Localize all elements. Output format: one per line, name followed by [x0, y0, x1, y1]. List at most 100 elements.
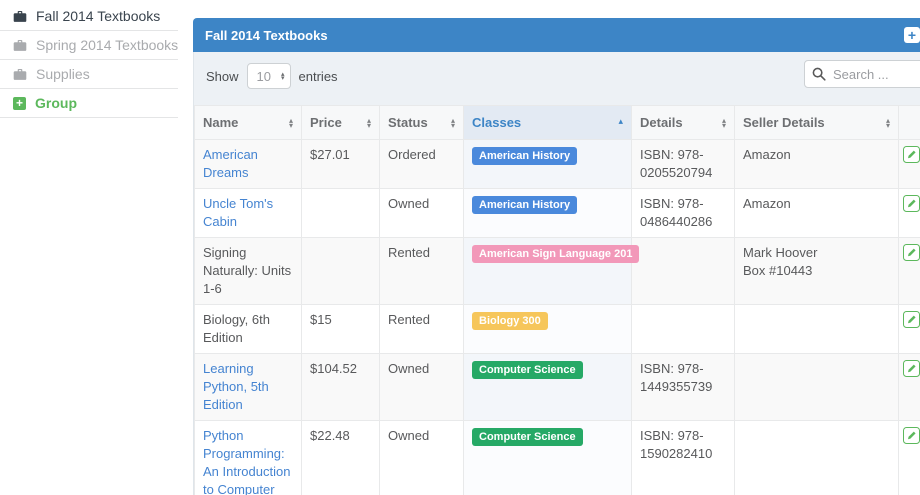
seller-cell: Amazon: [734, 188, 899, 238]
edit-button[interactable]: [903, 146, 920, 166]
table-row: Signing Naturally: Units 1-6 Rented Amer…: [194, 237, 920, 305]
sidebar-item-spring-2014-textbooks[interactable]: + Spring 2014 Textbooks: [0, 31, 178, 60]
textbook-name: Signing Naturally: Units 1-6: [203, 245, 292, 296]
price-cell: $15: [301, 304, 380, 354]
sidebar-item-group[interactable]: + Group: [0, 89, 178, 118]
sidebar-item-label: Supplies: [36, 66, 90, 82]
class-badge: Biology 300: [472, 312, 548, 330]
table-row: Python Programming: An Introduction to C…: [194, 420, 920, 495]
status-cell: Ordered: [379, 139, 464, 189]
table-header-row: Name ▴ ▾ Price ▴ ▾ Status ▴ ▾ Classes ▴ Details ▴ ▾ Se…: [194, 105, 920, 140]
briefcase-icon: [13, 10, 27, 23]
status-cell: Owned: [379, 420, 464, 495]
edit-pencil-icon: [903, 311, 920, 328]
column-header-seller-details[interactable]: Seller Details ▴ ▾: [734, 105, 899, 140]
briefcase-icon: [13, 39, 27, 52]
search-icon: [812, 67, 826, 81]
details-cell: ISBN: 978-1590282410: [631, 420, 735, 495]
textbook-link[interactable]: American Dreams: [203, 147, 258, 180]
edit-button[interactable]: [903, 427, 920, 447]
column-header-price[interactable]: Price ▴ ▾: [301, 105, 380, 140]
class-badge: Computer Science: [472, 428, 583, 446]
details-cell: [631, 237, 735, 305]
sidebar-item-supplies[interactable]: + Supplies: [0, 60, 178, 89]
actions-cell: [898, 237, 920, 305]
class-badge: American History: [472, 196, 578, 214]
textbooks-table: Name ▴ ▾ Price ▴ ▾ Status ▴ ▾ Classes ▴ Details ▴ ▾ Se…: [194, 105, 920, 495]
column-header-details[interactable]: Details ▴ ▾: [631, 105, 735, 140]
plus-square-icon: +: [13, 96, 26, 110]
column-label: Details: [640, 115, 683, 130]
classes-cell: American Sign Language 201: [463, 237, 640, 305]
show-label: Show: [206, 68, 239, 84]
table-row: American Dreams $27.01 Ordered American …: [194, 139, 920, 189]
details-cell: [631, 304, 735, 354]
name-cell: Signing Naturally: Units 1-6: [194, 237, 302, 305]
edit-button[interactable]: [903, 360, 920, 380]
edit-button[interactable]: [903, 311, 920, 331]
price-cell: $104.52: [301, 353, 380, 421]
edit-pencil-icon: [903, 427, 920, 444]
page-size-value: 10: [256, 68, 271, 84]
sort-asc-icon: ▴: [618, 117, 623, 127]
add-textbook-button[interactable]: +: [904, 27, 920, 43]
seller-cell: [734, 353, 899, 421]
class-badge: American History: [472, 147, 578, 165]
edit-pencil-icon: [903, 244, 920, 261]
sidebar-item-fall-2014-textbooks[interactable]: + Fall 2014 Textbooks: [0, 2, 178, 31]
sort-icon: ▴ ▾: [366, 115, 371, 130]
edit-pencil-icon: [903, 146, 920, 163]
page-size-select[interactable]: 10 ▴ ▾: [246, 63, 291, 89]
edit-button[interactable]: [903, 195, 920, 215]
textbook-link[interactable]: Learning Python, 5th Edition: [203, 361, 269, 412]
name-cell: Uncle Tom's Cabin: [194, 188, 302, 238]
textbook-link[interactable]: Python Programming: An Introduction to C…: [203, 428, 291, 495]
sidebar-item-label: Group: [35, 95, 77, 111]
sort-icon: ▴ ▾: [450, 115, 455, 130]
table-row: Biology, 6th Edition $15 Rented Biology …: [194, 304, 920, 354]
name-cell: Biology, 6th Edition: [194, 304, 302, 354]
panel-title: Fall 2014 Textbooks: [205, 27, 328, 43]
class-badge: Computer Science: [472, 361, 583, 379]
status-cell: Owned: [379, 353, 464, 421]
classes-cell: American History: [463, 139, 632, 189]
search-input[interactable]: [804, 60, 920, 88]
actions-cell: [898, 420, 920, 495]
actions-cell: [898, 304, 920, 354]
name-cell: Python Programming: An Introduction to C…: [194, 420, 302, 495]
table-row: Learning Python, 5th Edition $104.52 Own…: [194, 353, 920, 421]
column-label: Price: [310, 115, 342, 130]
column-label: Name: [203, 115, 239, 130]
sort-icon: ▴ ▾: [721, 115, 726, 130]
price-cell: $27.01: [301, 139, 380, 189]
column-header-name[interactable]: Name ▴ ▾: [194, 105, 302, 140]
table-controls: Show 10 ▴ ▾ entries: [194, 52, 920, 90]
column-header-classes[interactable]: Classes ▴: [463, 105, 632, 140]
entries-label: entries: [298, 68, 338, 84]
status-cell: Owned: [379, 188, 464, 238]
column-header-status[interactable]: Status ▴ ▾: [379, 105, 464, 140]
briefcase-icon: [13, 68, 27, 81]
column-label: Classes: [472, 115, 522, 130]
seller-cell: [734, 420, 899, 495]
details-cell: ISBN: 978-1449355739: [631, 353, 735, 421]
textbook-name: Biology, 6th Edition: [203, 312, 270, 345]
sidebar: + Fall 2014 Textbooks + Spring 2014 Text…: [0, 2, 178, 118]
price-cell: $22.48: [301, 420, 380, 495]
sort-icon: ▴ ▾: [288, 115, 293, 130]
panel-body: Show 10 ▴ ▾ entries: [193, 52, 920, 495]
details-cell: ISBN: 978-0486440286: [631, 188, 735, 238]
panel-header: Fall 2014 Textbooks +: [193, 18, 920, 52]
edit-button[interactable]: [903, 244, 920, 264]
search-box: [804, 60, 920, 88]
price-cell: [301, 188, 380, 238]
name-cell: Learning Python, 5th Edition: [194, 353, 302, 421]
actions-cell: [898, 353, 920, 421]
actions-cell: [898, 139, 920, 189]
textbook-link[interactable]: Uncle Tom's Cabin: [203, 196, 274, 229]
table-row: Uncle Tom's Cabin Owned American History…: [194, 188, 920, 238]
actions-cell: [898, 188, 920, 238]
edit-pencil-icon: [903, 195, 920, 212]
select-arrows-icon: ▴ ▾: [281, 69, 285, 82]
sort-icon: ▴ ▾: [885, 115, 890, 130]
